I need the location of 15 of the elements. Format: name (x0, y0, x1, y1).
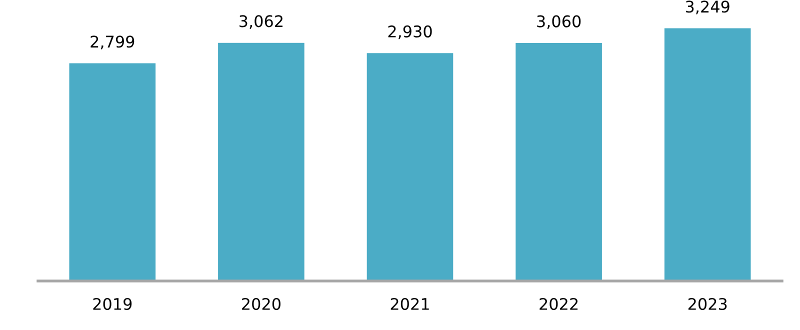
bar (218, 42, 304, 281)
x-tick-label: 2023 (688, 298, 727, 310)
bar (516, 42, 602, 281)
bar (69, 63, 156, 281)
bar (664, 28, 751, 281)
x-tick-label: 2021 (390, 298, 429, 310)
bar (366, 53, 454, 281)
x-tick-label: 2019 (93, 298, 132, 310)
x-tick-label: 2022 (540, 298, 578, 310)
data-label: 3,060 (537, 15, 581, 30)
x-tick-label: 2020 (242, 298, 280, 310)
data-label: 3,249 (686, 0, 730, 14)
data-label: 2,930 (388, 25, 432, 40)
data-label: 2,799 (90, 36, 134, 50)
data-label: 3,062 (240, 15, 282, 29)
